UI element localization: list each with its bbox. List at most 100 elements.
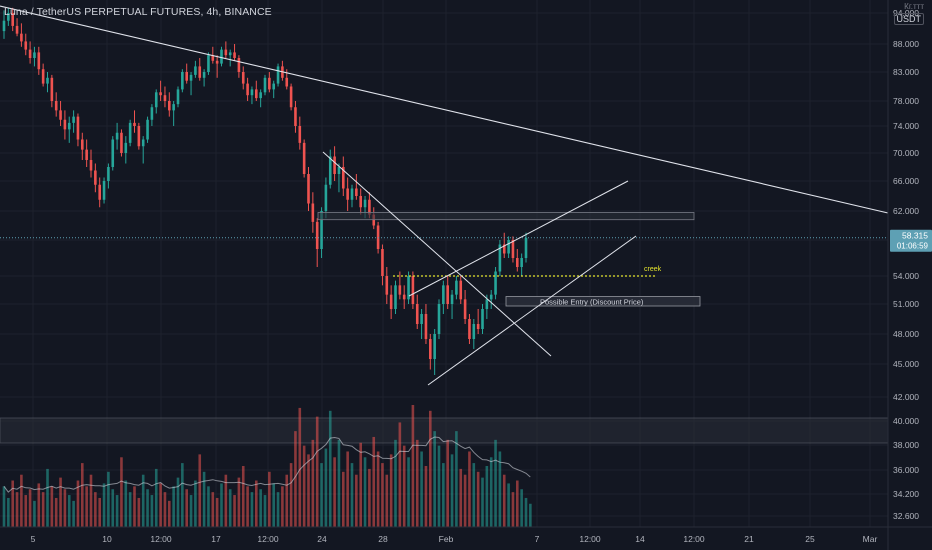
volume-bar: [333, 457, 336, 527]
candle-body: [424, 314, 428, 339]
volume-bar: [328, 410, 332, 527]
price-tick-label: 32.600: [893, 511, 919, 521]
candle-body: [15, 25, 19, 34]
last-price-value: 58.315: [902, 231, 928, 241]
volume-bar: [433, 431, 436, 527]
candle-body: [24, 41, 28, 50]
volume-bar: [320, 463, 323, 527]
volume-bar: [355, 474, 358, 527]
candle-body: [215, 60, 219, 64]
volume-bar: [498, 451, 502, 527]
volume-bar: [124, 480, 128, 527]
volume-bar: [429, 410, 432, 527]
volume-bar: [24, 495, 28, 527]
price-tick-label: 62.000: [893, 206, 919, 216]
price-tick-label: 70.000: [893, 148, 919, 158]
candle-body: [307, 174, 310, 204]
volume-bar: [220, 483, 223, 527]
volume-bar: [54, 497, 58, 527]
volume-bar: [241, 466, 245, 527]
volume-bar: [455, 431, 458, 527]
volume-bar: [302, 445, 306, 527]
volume-bar: [459, 468, 463, 527]
volume-bar: [207, 486, 210, 527]
candle-body: [189, 74, 193, 81]
candle-body: [76, 116, 80, 140]
volume-bar: [311, 439, 315, 527]
candle-body: [33, 52, 36, 58]
volume-bar: [446, 439, 449, 527]
candle-body: [168, 101, 171, 111]
volume-bar: [289, 463, 293, 527]
candle-body: [302, 142, 306, 174]
trendlines: [0, 5, 889, 386]
trendline-wedge-upper: [408, 180, 629, 297]
candle-body: [89, 160, 93, 171]
candle-body: [368, 199, 371, 215]
volume-bar: [211, 492, 215, 527]
volume-bar: [168, 500, 171, 527]
candle-body: [516, 258, 519, 267]
candle-body: [294, 107, 297, 126]
volume-bar: [72, 500, 75, 527]
volume-bar: [268, 471, 271, 527]
candle-body: [263, 77, 267, 93]
candle-body: [342, 167, 345, 189]
candle-body: [124, 142, 128, 153]
candle-body: [237, 58, 241, 72]
volume-bar: [50, 486, 54, 527]
volume-bar: [154, 468, 158, 527]
volume-bar: [98, 497, 101, 527]
candle-body: [220, 49, 223, 64]
candle-body: [185, 72, 188, 81]
volume-bar: [485, 466, 489, 527]
candle-body: [407, 276, 410, 300]
currency-unit[interactable]: USDT: [893, 13, 924, 25]
candle-body: [450, 294, 454, 304]
currency-selector[interactable]: Кг.ттт USDT: [893, 2, 924, 25]
trendline-breakout: [322, 151, 552, 357]
volume-bar: [76, 480, 80, 527]
candle-body: [502, 244, 506, 254]
candle-body: [241, 72, 245, 84]
price-tick-label: 38.000: [893, 440, 919, 450]
volume-bar: [315, 416, 319, 527]
volume-bar: [85, 486, 88, 527]
volume-bar: [189, 495, 193, 527]
volume-bar: [133, 486, 136, 527]
volume-bar: [376, 451, 380, 527]
candle-body: [7, 13, 10, 21]
volume-bar: [255, 480, 258, 527]
candle-body: [211, 55, 215, 61]
symbol-title[interactable]: Luna / TetherUS PERPETUAL FUTURES, 4h, B…: [4, 6, 272, 18]
price-tick-label: 78.000: [893, 96, 919, 106]
volume-bar: [276, 492, 280, 527]
candle-body: [115, 132, 119, 140]
candle-body: [120, 132, 123, 153]
volume-bar: [281, 486, 284, 527]
candle-body: [337, 167, 341, 174]
candle-body: [20, 33, 23, 42]
volume-bar: [298, 407, 302, 527]
volume-bar: [450, 454, 454, 527]
candle-body: [81, 139, 84, 150]
volume-bar: [81, 463, 84, 527]
volume-bar: [198, 454, 202, 527]
volume-bar: [28, 489, 32, 527]
candle-body: [346, 188, 349, 200]
time-tick-label: 28: [378, 534, 388, 544]
candle-body: [137, 126, 141, 147]
candle-body: [481, 309, 484, 329]
candle-body: [202, 72, 206, 78]
time-tick-label: 12:00: [150, 534, 172, 544]
price-tick-label: 88.000: [893, 39, 919, 49]
volume-bar: [215, 497, 219, 527]
candle-body: [476, 324, 480, 329]
resistance-zone-box: [317, 212, 695, 221]
price-tick-label: 42.000: [893, 392, 919, 402]
candle-body: [363, 199, 367, 208]
candle-body: [320, 211, 323, 249]
candle-body: [67, 122, 71, 130]
